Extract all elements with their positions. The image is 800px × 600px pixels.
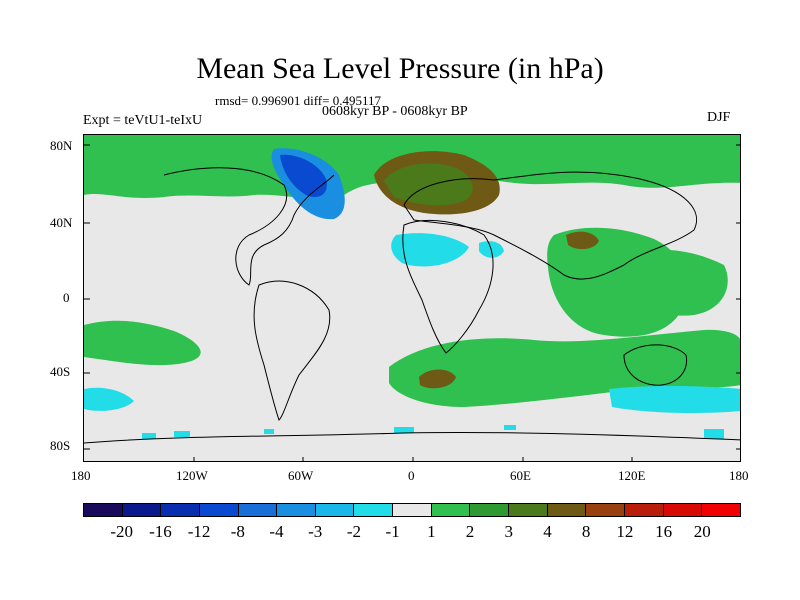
colorbar-level-label: 1 <box>427 522 436 541</box>
lat-label-80n: 80N <box>50 138 73 153</box>
colorbar-level-label: 8 <box>581 522 591 541</box>
sahara-negative <box>391 233 469 267</box>
lon-label-60w: 60W <box>288 468 314 483</box>
lon-label-120e: 120E <box>618 468 646 483</box>
map-panel <box>83 134 741 462</box>
lat-label-0: 0 <box>63 290 70 305</box>
colorbar-swatch <box>122 504 162 516</box>
season-label: DJF <box>707 110 731 125</box>
colorbar-level-label: -8 <box>230 522 245 541</box>
colorbar-swatch <box>161 504 200 516</box>
colorbar-swatch <box>84 504 123 516</box>
south-pacific-positive <box>84 320 201 366</box>
south-atlantic-high <box>419 369 456 389</box>
coastlines <box>84 167 740 444</box>
south-america-coast <box>253 280 331 421</box>
colorbar-swatch <box>354 504 394 516</box>
experiment-label: Expt = teVtU1-teIxU <box>83 113 203 128</box>
pacific-west-positive <box>629 249 728 316</box>
south-indian-negative <box>609 386 740 414</box>
lat-label-80s: 80S <box>50 438 71 453</box>
africa-coast <box>402 219 494 354</box>
colorbar-swatch <box>702 504 740 516</box>
tibet-high <box>566 231 599 250</box>
colorbar-level-label: -20 <box>110 522 134 541</box>
colorbar-swatch <box>277 504 316 516</box>
inner-ticks <box>84 144 740 461</box>
north-atlantic-low-inner <box>280 154 327 198</box>
stats-line: rmsd= 0.996901 diff= 0.495117 <box>215 93 381 108</box>
colorbar-swatch <box>315 504 355 516</box>
colorbar-swatch <box>547 504 587 516</box>
map-title: Mean Sea Level Pressure (in hPa) <box>196 52 604 85</box>
colorbar-swatch <box>431 504 471 516</box>
north-america-coast <box>163 167 335 286</box>
lon-label-60e: 60E <box>510 468 531 483</box>
colorbar-level-label: -1 <box>385 522 400 541</box>
lon-label-0: 0 <box>408 468 415 483</box>
colorbar-level-label: 20 <box>693 522 711 541</box>
australia-coast <box>623 344 688 386</box>
colorbar-level-label: -4 <box>269 522 284 541</box>
colorbar-swatch <box>393 504 432 516</box>
lon-label-180-left: 180 <box>71 468 91 483</box>
period-line: 0608kyr BP - 0608kyr BP <box>322 104 468 119</box>
eurasia-coast <box>403 171 697 280</box>
colorbar-swatch <box>663 504 703 516</box>
colorbar-level-label: 16 <box>655 522 673 541</box>
colorbar-level-label: -16 <box>149 522 172 541</box>
lon-label-120w: 120W <box>176 468 208 483</box>
colorbar-level-label: -2 <box>346 522 362 541</box>
colorbar-swatch <box>624 504 664 516</box>
map-field <box>84 135 740 461</box>
colorbar-swatch <box>470 504 510 516</box>
lon-label-180-right: 180 <box>729 468 749 483</box>
colorbar-swatch <box>509 504 548 516</box>
colorbar-level-label: -12 <box>187 522 211 541</box>
lat-label-40s: 40S <box>50 364 71 379</box>
colorbar-swatch <box>199 504 239 516</box>
colorbar-swatch <box>238 504 278 516</box>
colorbar-level-label: 3 <box>504 522 514 541</box>
europe-inner <box>384 163 473 206</box>
antarctica-coast <box>84 431 740 444</box>
lat-label-40n: 40N <box>50 215 73 230</box>
colorbar <box>83 503 741 517</box>
colorbar-level-label: 4 <box>543 522 552 541</box>
colorbar-level-label: 2 <box>465 522 475 541</box>
south-pacific-negative <box>84 387 134 411</box>
colorbar-level-label: -3 <box>308 522 323 541</box>
colorbar-swatch <box>586 504 625 516</box>
colorbar-level-label: 12 <box>616 522 634 541</box>
